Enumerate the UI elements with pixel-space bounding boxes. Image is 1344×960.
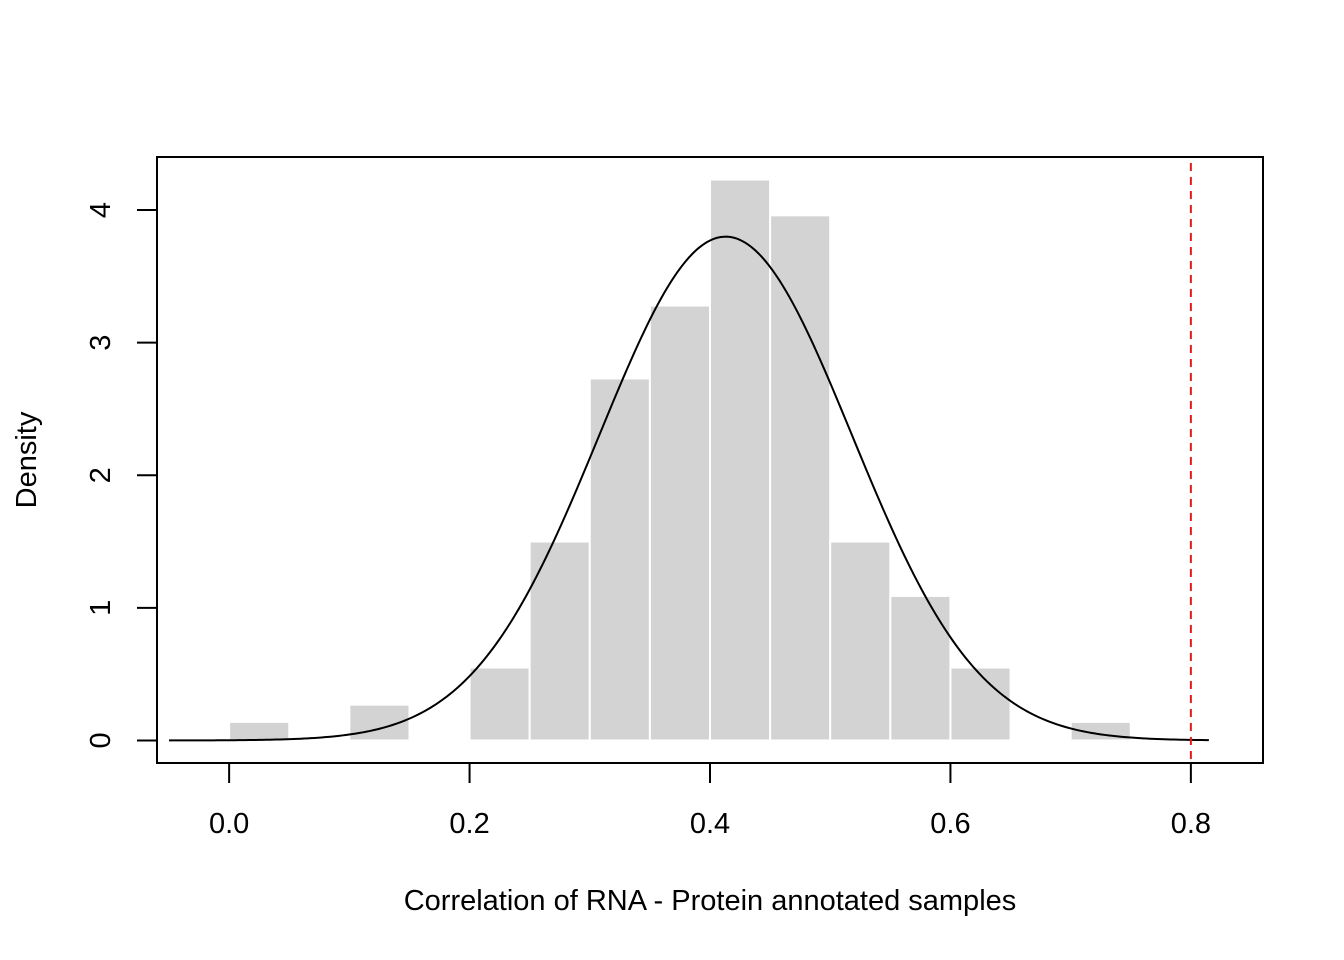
histogram-bar: [468, 666, 531, 742]
x-tick-label: 0.6: [930, 808, 970, 840]
histogram-bar: [769, 214, 832, 742]
density-curve: [169, 235, 1209, 742]
x-axis-title: Correlation of RNA - Protein annotated s…: [404, 885, 1017, 917]
y-axis: 0 1 2 3 4: [85, 202, 158, 749]
histogram-bar: [528, 540, 591, 742]
histogram-bar: [228, 720, 291, 742]
histogram-bars: [228, 178, 1132, 742]
x-tick-label: 0.4: [690, 808, 730, 840]
histogram-bar: [709, 178, 772, 742]
x-tick-label: 0.0: [209, 808, 249, 840]
histogram-bar: [949, 666, 1012, 742]
y-axis-title: Density: [11, 411, 43, 508]
histogram-bar: [889, 594, 952, 742]
histogram-bar: [648, 304, 711, 742]
histogram-bar: [588, 377, 651, 742]
y-tick-label: 3: [85, 335, 117, 351]
y-tick-label: 4: [85, 202, 117, 218]
y-tick-label: 2: [85, 467, 117, 483]
histogram-bar: [829, 540, 892, 742]
y-tick-label: 1: [85, 600, 117, 616]
x-tick-label: 0.2: [449, 808, 489, 840]
x-axis: 0.0 0.2 0.4 0.6 0.8: [209, 762, 1211, 840]
y-tick-label: 0: [85, 732, 117, 748]
x-tick-label: 0.8: [1171, 808, 1211, 840]
